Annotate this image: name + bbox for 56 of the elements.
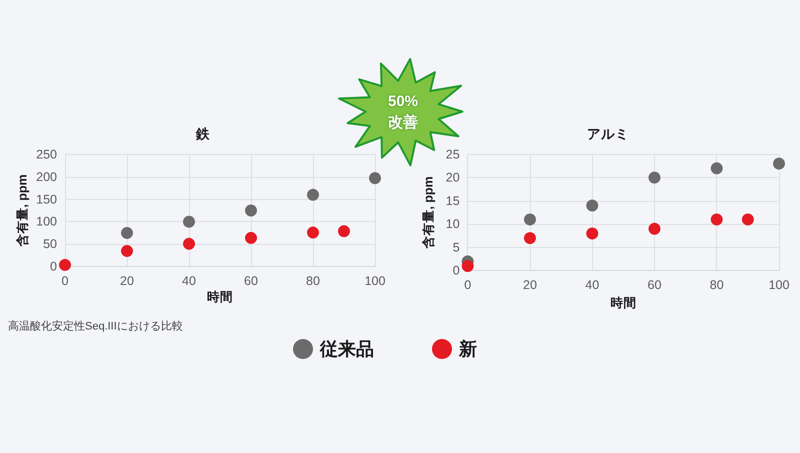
text: 高温酸化安定性Seq.IIIにおける比較: [8, 320, 183, 332]
y-tick-label: 50: [43, 237, 58, 252]
point: [307, 188, 319, 201]
x-tick-label: 20: [120, 274, 134, 288]
point: [59, 258, 71, 271]
point: [648, 222, 660, 235]
y-tick-label: 250: [36, 147, 58, 162]
x-tick-label: 0: [464, 278, 472, 292]
y-tick-label: 200: [36, 170, 58, 184]
point: [742, 213, 754, 226]
point: [245, 232, 257, 244]
point: [710, 213, 723, 226]
y-axis-title: 含有量, ppm: [14, 174, 30, 248]
point: [338, 225, 350, 238]
x-tick-label: 100: [768, 278, 790, 292]
y-tick-label: 100: [36, 214, 58, 229]
point: [307, 226, 319, 239]
legend-label: 新: [458, 339, 477, 359]
y-tick-label: 15: [446, 194, 460, 208]
y-axis-title: 含有量, ppm: [420, 176, 436, 250]
point: [183, 238, 195, 250]
y-tick-label: 20: [446, 170, 460, 185]
x-axis-title: 時間: [207, 290, 233, 304]
point: [586, 200, 598, 212]
y-tick-label: 0: [50, 260, 58, 274]
x-axis-title: 時間: [610, 296, 636, 310]
text: 50% 改善: [388, 92, 418, 133]
point: [183, 216, 195, 228]
legend-label: 従来品: [319, 339, 374, 359]
point: [773, 158, 785, 170]
x-tick-label: 40: [585, 278, 600, 292]
point: [524, 213, 536, 226]
chart-title: アルミ: [587, 126, 629, 142]
y-tick-label: 25: [446, 147, 460, 162]
point: [245, 204, 257, 216]
y-tick-label: 5: [452, 240, 460, 254]
x-tick-label: 0: [62, 274, 69, 288]
x-tick-label: 60: [244, 274, 258, 288]
y-tick-label: 10: [446, 217, 460, 232]
point: [524, 232, 536, 244]
point: [648, 172, 660, 184]
point: [586, 227, 598, 240]
x-tick-label: 100: [364, 274, 386, 288]
point: [462, 260, 474, 272]
point: [710, 162, 723, 174]
x-tick-label: 40: [182, 274, 196, 288]
y-tick-label: 150: [36, 192, 58, 206]
point: [121, 226, 133, 239]
y-tick-label: 0: [452, 264, 460, 278]
chart-title: 鉄: [195, 126, 211, 142]
x-tick-label: 60: [648, 278, 662, 292]
x-tick-label: 80: [710, 278, 724, 292]
point: [121, 244, 133, 257]
x-tick-label: 80: [306, 274, 320, 288]
x-tick-label: 20: [523, 278, 537, 292]
point: [369, 172, 381, 184]
